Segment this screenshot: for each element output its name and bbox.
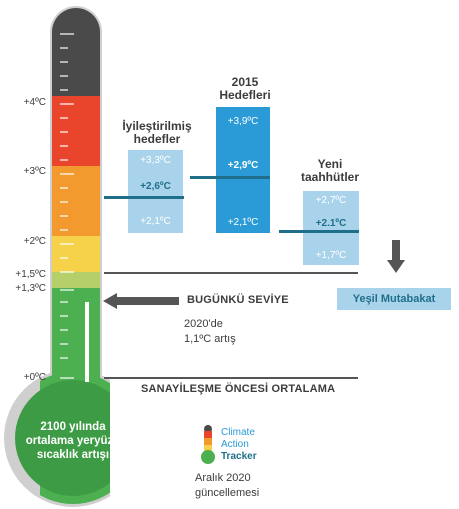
update-line-1: Aralık 2020 — [195, 472, 251, 484]
current-level-note: 2020'de 1,1ºC artış — [184, 317, 236, 347]
newpledges-low: +1,7ºC — [315, 250, 347, 261]
improved-title: İyileştirilmiş hedefler — [104, 120, 210, 146]
thermometer — [4, 6, 110, 507]
update-note: Aralık 2020 güncellemesi — [195, 471, 259, 501]
logo-line-1: Climate — [221, 427, 255, 438]
newpledges-title-1: Yeni — [317, 157, 343, 171]
bulb-text: 2100 yılında ortalama yeryüzü sıcaklık a… — [20, 420, 126, 462]
improved-title-2: hedefler — [133, 132, 181, 146]
segment-lightgreen — [40, 272, 110, 288]
preindustrial-label: SANAYİLEŞME ÖNCESİ ORTALAMA — [141, 383, 336, 395]
tick-label-3: +3ºC — [23, 166, 46, 177]
targets2015-box: +3,9ºC +2,9ºC +2,1ºC — [216, 107, 270, 233]
left-arrow-icon — [103, 293, 179, 309]
newpledges-high: +2,7ºC — [315, 195, 347, 206]
improved-high: +3,3ºC — [140, 155, 171, 166]
current-level-label: BUGÜNKÜ SEVİYE — [187, 294, 289, 306]
targets2015-line — [190, 176, 270, 179]
bulb-line-3: sıcaklık artışı — [36, 449, 110, 461]
targets2015-title-2: Hedefleri — [219, 88, 271, 102]
improved-line — [104, 196, 184, 199]
logo-line-3: Tracker — [221, 451, 257, 462]
down-arrow-icon — [387, 240, 405, 273]
newpledges-title-2: taahhütler — [300, 170, 359, 184]
targets2015-low: +2,1ºC — [227, 217, 259, 228]
improved-mid: +2,6ºC — [140, 181, 171, 192]
tick-marks — [60, 33, 74, 379]
targets2015-title: 2015 Hedefleri — [205, 76, 285, 102]
logo-line-2: Action — [221, 439, 249, 450]
tick-label-4: +4ºC — [23, 97, 46, 108]
tick-label-1-5: +1,5ºC — [15, 269, 46, 280]
tick-label-2: +2ºC — [23, 236, 46, 247]
targets2015-title-1: 2015 — [231, 75, 259, 89]
tick-label-0: +0ºC — [23, 372, 46, 383]
newpledges-mid: +2.1ºC — [315, 218, 347, 229]
logo-text: Climate Action Tracker — [221, 427, 257, 463]
improved-title-1: İyileştirilmiş — [122, 119, 192, 133]
current-level-bar — [85, 302, 89, 382]
newpledges-line — [279, 230, 359, 233]
line-green-agreement — [104, 272, 358, 274]
newpledges-box: +2,7ºC +2.1ºC +1,7ºC — [303, 191, 359, 265]
targets2015-mid: +2,9ºC — [227, 160, 259, 171]
targets2015-high: +3,9ºC — [227, 116, 259, 127]
update-line-2: güncellemesi — [195, 487, 260, 499]
improved-low: +2,1ºC — [140, 216, 171, 227]
newpledges-title: Yeni taahhütler — [290, 158, 370, 184]
green-agreement-label: Yeşil Mutabakat — [337, 288, 451, 310]
bulb-circle — [15, 380, 110, 496]
bulb-line-1: 2100 yılında — [40, 421, 106, 433]
tick-label-1-3: +1,3ºC — [15, 283, 46, 294]
improved-box: +3,3ºC +2,6ºC +2,1ºC — [128, 150, 183, 233]
line-preindustrial — [104, 377, 358, 379]
current-level-note-2: 1,1ºC artış — [184, 333, 236, 345]
bulb-line-2: ortalama yeryüzü — [25, 435, 121, 447]
thermometer-logo-icon — [201, 425, 215, 464]
current-level-note-1: 2020'de — [184, 318, 223, 330]
